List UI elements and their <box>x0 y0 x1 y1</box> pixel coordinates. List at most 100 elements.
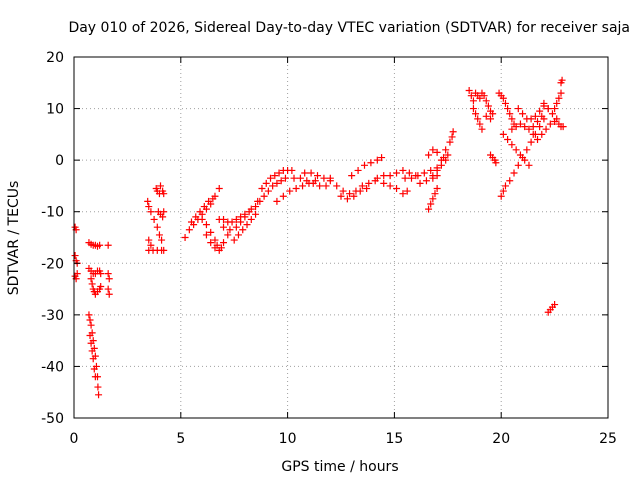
data-point <box>527 115 535 123</box>
data-point <box>241 213 249 221</box>
data-point <box>360 161 368 169</box>
data-point <box>200 203 208 211</box>
plot-frame <box>73 56 609 419</box>
data-point <box>478 125 486 133</box>
chart-title: Day 010 of 2026, Sidereal Day-to-day VTE… <box>68 20 630 36</box>
data-point <box>407 174 415 182</box>
data-point <box>425 205 433 213</box>
data-point <box>91 373 99 381</box>
y-axis-label: SDTVAR / TECUs <box>6 181 22 296</box>
data-point <box>147 208 155 216</box>
data-point <box>202 231 210 239</box>
y-tick-label: -10 <box>41 205 64 221</box>
data-point <box>393 169 401 177</box>
data-point <box>185 226 193 234</box>
data-point <box>326 177 334 185</box>
data-points <box>71 76 567 399</box>
data-point <box>504 136 512 144</box>
data-point <box>399 166 407 174</box>
data-point <box>211 236 219 244</box>
data-point <box>232 215 240 223</box>
data-point <box>555 94 563 102</box>
data-point <box>527 138 535 146</box>
data-point <box>350 192 358 200</box>
data-point <box>187 218 195 226</box>
y-tick-label: -30 <box>41 308 64 324</box>
data-point <box>508 141 516 149</box>
data-point <box>497 192 505 200</box>
data-point <box>403 187 411 195</box>
data-point <box>88 347 96 355</box>
data-point <box>343 195 351 203</box>
data-point <box>296 174 304 182</box>
data-point <box>416 179 424 187</box>
x-tick-label: 10 <box>279 431 297 447</box>
grid <box>74 57 608 418</box>
x-tick-label: 15 <box>385 431 403 447</box>
data-point <box>516 151 524 159</box>
data-point <box>348 172 356 180</box>
data-point <box>414 172 422 180</box>
data-point <box>90 365 98 373</box>
data-point <box>220 215 228 223</box>
data-point <box>337 192 345 200</box>
data-point <box>551 105 559 113</box>
data-point <box>405 169 413 177</box>
data-point <box>557 89 565 97</box>
data-point <box>544 105 552 113</box>
y-tick-label: -20 <box>41 256 64 272</box>
data-point <box>508 125 516 133</box>
data-point <box>104 241 112 249</box>
axis-ticks <box>73 56 609 419</box>
data-point <box>150 215 158 223</box>
data-point <box>429 146 437 154</box>
data-point <box>480 92 488 100</box>
data-point <box>508 115 516 123</box>
data-point <box>401 174 409 182</box>
data-point <box>230 236 238 244</box>
data-point <box>88 280 96 288</box>
data-point <box>467 92 475 100</box>
data-point <box>469 97 477 105</box>
data-point <box>499 94 507 102</box>
data-point <box>553 115 561 123</box>
data-point <box>501 182 509 190</box>
data-point <box>536 107 544 115</box>
data-point <box>205 197 213 205</box>
data-point <box>288 166 296 174</box>
data-point <box>269 182 277 190</box>
data-point <box>427 200 435 208</box>
data-point <box>301 169 309 177</box>
data-point <box>160 246 168 254</box>
data-point <box>399 190 407 198</box>
data-point <box>314 172 322 180</box>
data-point <box>145 236 153 244</box>
data-point <box>540 99 548 107</box>
data-point <box>521 156 529 164</box>
data-point <box>356 187 364 195</box>
data-point <box>309 179 317 187</box>
data-point <box>449 128 457 136</box>
data-point <box>542 125 550 133</box>
y-tick-label: -40 <box>41 359 64 375</box>
data-point <box>431 190 439 198</box>
data-point <box>373 174 381 182</box>
data-point <box>247 215 255 223</box>
data-point <box>104 270 112 278</box>
data-point <box>96 241 104 249</box>
data-point <box>299 182 307 190</box>
data-point <box>514 161 522 169</box>
data-point <box>358 182 366 190</box>
data-point <box>482 112 490 120</box>
data-point <box>192 213 200 221</box>
data-point <box>536 123 544 131</box>
data-point <box>279 192 287 200</box>
data-point <box>484 102 492 110</box>
data-point <box>153 223 161 231</box>
data-point <box>538 130 546 138</box>
data-point <box>525 161 533 169</box>
data-point <box>320 174 328 182</box>
data-point <box>501 99 509 107</box>
x-tick-labels: 0 5 10 15 20 25 <box>70 431 617 447</box>
